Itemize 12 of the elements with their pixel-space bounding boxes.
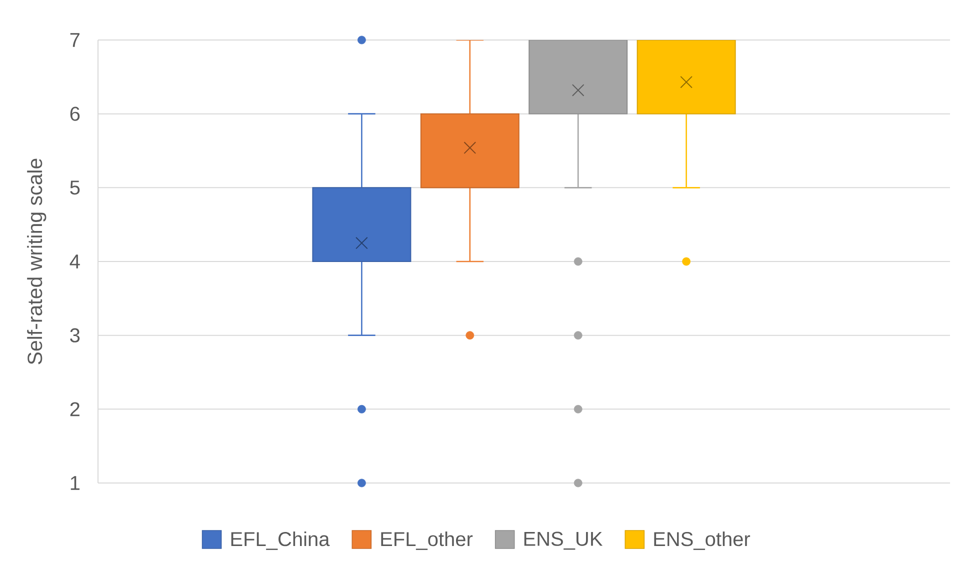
y-tick-label: 6 [70,106,80,121]
y-tick-label: 2 [70,402,80,416]
y-tick-label: 7 [70,33,80,47]
y-tick-label: 5 [70,180,80,195]
y-axis-title: Self-rated writing scale [27,158,46,364]
y-tick-label: 4 [70,254,80,268]
y-tick-label: 3 [70,328,80,342]
legend-label: ENS_UK [524,532,603,550]
y-tick-label: 1 [70,476,80,490]
legend-label: EFL_China [231,532,330,550]
legend-label: ENS_other [654,532,750,550]
legend-label: EFL_other [381,532,473,550]
